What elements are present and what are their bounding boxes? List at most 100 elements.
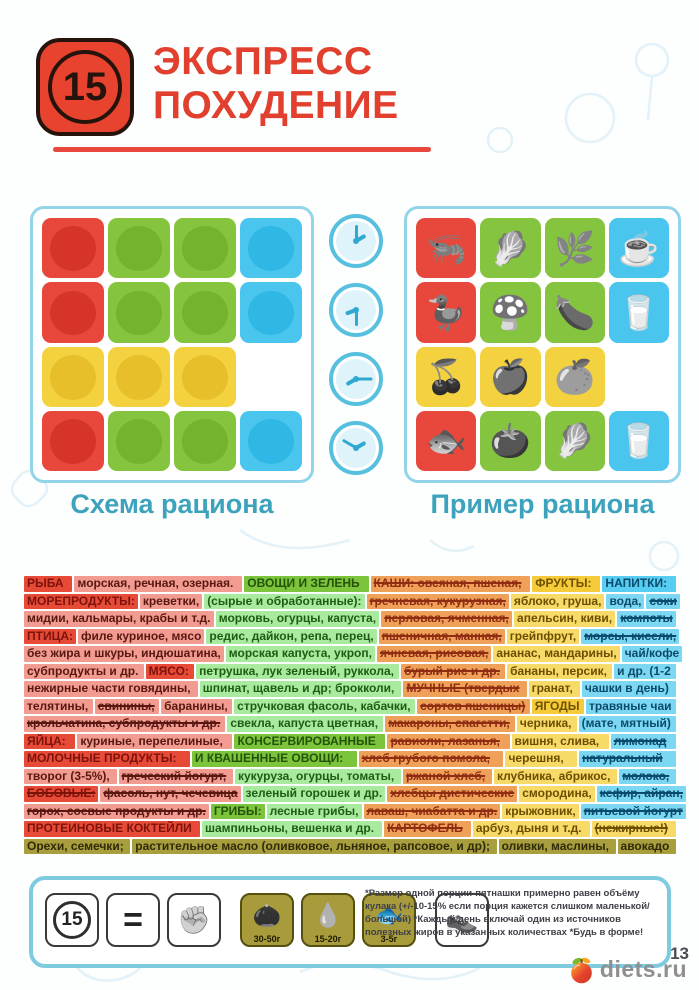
meal-tile-blue xyxy=(240,282,302,343)
food-item: телятины, xyxy=(24,698,93,714)
food-line: творог (3-5%), греческий йогурт, кукуруза,… xyxy=(24,768,677,784)
food-item: ячневая, рисовая, xyxy=(376,646,492,662)
food-line: ПРОТЕИНОВЫЕ КОКТЕЙЛИ шампиньоны, вешенка … xyxy=(24,821,676,837)
food-item: гречневая, кукурузная, xyxy=(366,593,509,609)
page-number: 13 xyxy=(670,944,689,963)
food-item: травяные чаи xyxy=(585,698,677,714)
empty-cell xyxy=(240,347,302,407)
cherries-icon: 🍒 xyxy=(425,358,467,396)
food-line: без жира и шкуры, индюшатина, морская кап… xyxy=(24,646,683,662)
title-line-1: ЭКСПРЕСС xyxy=(153,40,373,83)
meal-tile-yellow xyxy=(174,346,236,407)
meal-tile-blue xyxy=(240,218,302,279)
food-item: без жира и шкуры, индюшатина, xyxy=(24,646,224,662)
meal-times-column xyxy=(321,206,391,483)
food-item: творог (3-5%), xyxy=(24,768,117,784)
cabbage-icon: 🥬 xyxy=(489,229,531,267)
mushroom-icon: 🍄 xyxy=(489,293,531,331)
shrimp-icon: 🦐 xyxy=(416,218,477,279)
tile-inner-circle xyxy=(116,419,162,464)
food-item: лаваш, чиабатта и др. xyxy=(363,803,501,819)
food-item: МУЧНЫЕ (твердых xyxy=(403,681,527,697)
fist-icon: ✊ xyxy=(167,893,221,947)
food-line: Орехи, семечки; растительное масло (оливк… xyxy=(24,838,676,854)
food-item: грейпфрут, xyxy=(506,628,580,644)
site-name: diets.ru xyxy=(599,956,687,982)
food-item: МЯСО: xyxy=(145,663,195,679)
food-item: клубника, абрикос, xyxy=(493,768,618,784)
food-item: морковь, огурцы, капуста, xyxy=(215,611,380,627)
clock-icon xyxy=(329,421,383,476)
food-item: ПРОТЕИНОВЫЕ КОКТЕЙЛИ xyxy=(24,821,200,837)
ration-schema-panel xyxy=(30,206,314,483)
eggplant-icon: 🍆 xyxy=(544,282,605,343)
food-line: ПТИЦА: филе куриное, мясо редис, дайкон, р… xyxy=(24,628,680,644)
fish-icon: 🐟 xyxy=(425,422,467,460)
apple-icon: 🍎 xyxy=(489,358,531,396)
food-item: кефир, айран, xyxy=(596,786,686,802)
food-item: свекла, капуста цветная, xyxy=(227,716,384,732)
tile-inner-circle xyxy=(248,290,294,336)
food-item: БОБОВЫЕ: xyxy=(24,786,99,802)
clock-minute-hand xyxy=(341,439,357,450)
food-item: КАРТОФЕЛЬ xyxy=(384,821,471,837)
equals-glyph: = xyxy=(123,900,143,939)
food-item: ПТИЦА: xyxy=(24,628,77,644)
poultry-icon: 🦆 xyxy=(425,293,467,331)
food-item: питьевой йогурт xyxy=(580,803,686,819)
poultry-icon: 🦆 xyxy=(416,282,477,343)
food-item: РЫБА xyxy=(24,576,73,592)
meal-tile-red xyxy=(42,218,104,279)
tile-inner-circle xyxy=(50,226,96,271)
sneakers-icon: 👟 xyxy=(445,904,479,935)
sneakers-icon: 👟 xyxy=(435,893,489,947)
cherries-icon: 🍒 xyxy=(416,346,477,407)
food-item: КОНСЕРВИРОВАННЫЕ xyxy=(234,733,386,749)
oily-fish-icon: 🐟 xyxy=(374,901,404,928)
clock-icon xyxy=(329,352,383,407)
portion-weight-label: 3-5г xyxy=(380,934,398,944)
food-line: горох, соевые продукты и др. ГРИБЫ: лесные… xyxy=(24,803,686,819)
food-item: яблоко, груша, xyxy=(510,593,605,609)
equals-icon: = xyxy=(106,893,160,947)
food-item: (мате, мятный) xyxy=(578,716,677,732)
tile-inner-circle xyxy=(50,290,96,336)
food-item: нежирные части говядины, xyxy=(24,681,198,697)
tile-inner-circle xyxy=(116,290,162,336)
food-item: фасоль, нут, чечевица xyxy=(100,786,241,802)
tomato-icon: 🍅 xyxy=(489,422,531,460)
food-item: греческий йогурт, xyxy=(118,768,233,784)
legend-box: 15 = ✊ 🌰 30-50г 💧 15-20г 🐟 3-5г 👟 *Размер одной п… xyxy=(29,876,671,968)
clock-minute-hand xyxy=(354,224,358,241)
ration-example-panel: 🦐 🥬 🌿 ☕ 🦆 🍄 🍆 🥛 🍒 🍎 🍊 🐟 🍅 🥬 🥛 xyxy=(404,206,681,483)
food-line: РЫБА морская, речная, озерная. ОВОЩИ И ЗЕЛ… xyxy=(24,576,676,592)
food-item: пшеничная, манная, xyxy=(378,628,505,644)
food-item: макароны, спагетти, xyxy=(385,716,515,732)
eggplant-icon: 🍆 xyxy=(554,293,596,331)
food-item: компоты xyxy=(617,611,677,627)
food-item: натуральный xyxy=(579,751,677,767)
food-item: и др. (1-2 xyxy=(614,663,676,679)
tile-inner-circle xyxy=(182,419,228,464)
orange-slice-icon: 🍊 xyxy=(554,358,596,396)
food-item: авокадо xyxy=(617,838,676,854)
food-item: КАШИ: овсяная, пшеная, xyxy=(370,576,531,592)
food-item: бурый рис и др. xyxy=(401,663,506,679)
header-divider xyxy=(53,147,431,152)
food-item: редис, дайкон, репа, перец, xyxy=(206,628,377,644)
meal-tile-green xyxy=(174,410,236,471)
example-label: Пример рациона xyxy=(430,489,655,519)
fish-icon: 🐟 xyxy=(416,410,477,471)
oil-drop-icon: 💧 15-20г xyxy=(301,893,355,947)
tile-inner-circle xyxy=(182,226,228,271)
food-item: лимонад xyxy=(610,733,677,749)
food-item: черешня, xyxy=(505,751,578,767)
meal-tile-red xyxy=(42,410,104,471)
food-line: ЯЙЦА: куриные, перепелиные, КОНСЕРВИРОВАНН… xyxy=(24,733,677,749)
ration-example-grid: 🦐 🥬 🌿 ☕ 🦆 🍄 🍆 🥛 🍒 🍎 🍊 🐟 🍅 🥬 🥛 xyxy=(416,218,669,471)
food-item: черника, xyxy=(516,716,577,732)
food-line: телятины, свинины, баранины, стручковая фас… xyxy=(24,698,677,714)
legend-icons-row: 15 = ✊ 🌰 30-50г 💧 15-20г 🐟 3-5г 👟 xyxy=(45,893,489,947)
food-item: морская капуста, укроп, xyxy=(225,646,375,662)
